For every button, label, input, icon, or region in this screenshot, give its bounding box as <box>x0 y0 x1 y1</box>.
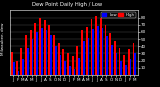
Bar <box>134 53 136 75</box>
Bar <box>22 59 24 75</box>
Bar <box>92 29 94 75</box>
Bar <box>91 19 92 75</box>
Bar <box>69 66 71 75</box>
Text: Dew Point Daily High / Low: Dew Point Daily High / Low <box>32 2 102 7</box>
Bar <box>20 48 22 75</box>
Bar <box>13 62 15 75</box>
Bar <box>132 43 134 75</box>
Bar <box>102 28 103 75</box>
Bar <box>109 33 111 75</box>
Bar <box>16 61 18 75</box>
Bar <box>58 43 60 75</box>
Bar <box>53 35 55 75</box>
Text: Milwaukee, dew: Milwaukee, dew <box>1 23 5 55</box>
Bar <box>48 25 50 75</box>
Bar <box>111 46 113 75</box>
Bar <box>97 26 99 75</box>
Bar <box>60 55 61 75</box>
Bar <box>125 65 127 75</box>
Bar <box>18 71 19 75</box>
Bar <box>83 41 85 75</box>
Bar <box>30 30 32 75</box>
Bar <box>104 25 106 75</box>
Bar <box>81 30 83 75</box>
Bar <box>63 49 64 75</box>
Bar <box>41 28 43 75</box>
Bar <box>34 23 36 75</box>
Bar <box>114 41 116 75</box>
Bar <box>67 53 69 75</box>
Bar <box>116 53 117 75</box>
Bar <box>100 18 102 75</box>
Bar <box>44 20 46 75</box>
Bar <box>130 59 131 75</box>
Bar <box>27 48 29 75</box>
Bar <box>128 49 130 75</box>
Bar <box>72 56 74 75</box>
Bar <box>123 55 125 75</box>
Bar <box>119 48 120 75</box>
Bar <box>78 58 80 75</box>
Bar <box>11 52 13 75</box>
Bar <box>25 35 27 75</box>
Bar <box>39 18 41 75</box>
Bar <box>95 16 97 75</box>
Bar <box>50 35 52 75</box>
Bar <box>88 38 89 75</box>
Bar <box>55 46 57 75</box>
Bar <box>32 39 33 75</box>
Bar <box>46 30 47 75</box>
Bar <box>86 27 88 75</box>
Bar <box>106 36 108 75</box>
Bar <box>76 46 78 75</box>
Bar <box>120 61 122 75</box>
Legend: Low, High: Low, High <box>101 12 136 18</box>
Bar <box>64 61 66 75</box>
Bar <box>74 69 75 75</box>
Bar <box>36 32 38 75</box>
